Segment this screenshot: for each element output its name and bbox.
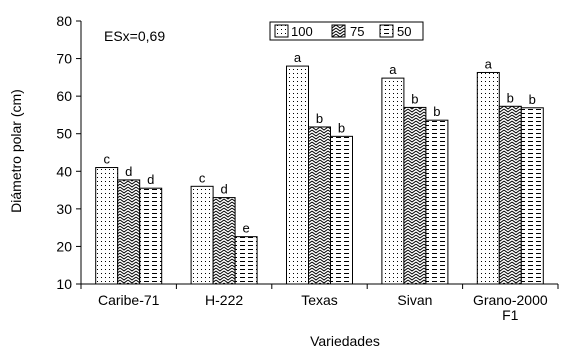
bar-letter-label: b <box>433 104 440 119</box>
bar-75 <box>498 105 522 285</box>
bar-50 <box>234 236 258 285</box>
y-tick-label: 20 <box>56 238 72 254</box>
bar-50 <box>520 107 544 285</box>
x-tick-label: Grano-2000 <box>473 292 548 308</box>
x-tick-label: Texas <box>301 292 338 308</box>
x-tick-label: F1 <box>502 307 519 323</box>
bar-100 <box>95 167 119 285</box>
bar-75 <box>117 179 141 285</box>
x-tick-label: Sivan <box>397 292 432 308</box>
bar-100 <box>476 71 500 285</box>
bar-50 <box>139 187 163 285</box>
bar-75 <box>308 126 331 285</box>
bars-group <box>95 65 544 285</box>
legend-label-75: 75 <box>350 24 364 39</box>
x-tick-label: H-222 <box>205 292 243 308</box>
bar-75 <box>212 197 236 285</box>
bar-75 <box>403 106 427 285</box>
bar-50 <box>330 135 353 285</box>
bar-letter-label: a <box>389 62 397 77</box>
y-tick-label: 80 <box>56 13 72 29</box>
bar-letter-label: b <box>411 91 418 106</box>
bar-letter-label: b <box>338 120 345 135</box>
x-tick-label: Caribe-71 <box>98 292 160 308</box>
annotation-esx: ESx=0,69 <box>104 28 165 44</box>
bar-100 <box>286 65 309 285</box>
y-tick-label: 40 <box>56 163 72 179</box>
bar-letter-label: d <box>220 182 227 197</box>
bar-letter-label: c <box>103 152 110 167</box>
legend-swatch-100 <box>274 24 289 38</box>
y-tick-label: 30 <box>56 201 72 217</box>
legend-label-50: 50 <box>397 24 411 39</box>
y-tick-label: 70 <box>56 51 72 67</box>
bar-letter-label: a <box>294 50 302 65</box>
bar-letter-label: b <box>316 111 323 126</box>
y-axis-ticks: 10 20 30 40 50 60 70 80 <box>56 13 81 292</box>
y-tick-label: 10 <box>56 276 72 292</box>
legend-swatch-75 <box>331 24 346 38</box>
bar-100 <box>381 77 405 285</box>
bar-letter-label: e <box>242 221 249 236</box>
bar-letter-label: b <box>529 92 536 107</box>
y-tick-label: 50 <box>56 126 72 142</box>
x-axis-label: Variedades <box>310 333 380 349</box>
bar-100 <box>190 185 214 285</box>
axes <box>80 21 558 285</box>
bar-letter-label: c <box>199 170 206 185</box>
y-tick-label: 60 <box>56 88 72 104</box>
legend-swatch-50 <box>379 24 394 38</box>
y-axis-label: Diámetro polar (cm) <box>8 89 24 213</box>
bar-letter-label: d <box>125 164 132 179</box>
bar-50 <box>425 119 449 285</box>
legend: 100 75 50 <box>269 21 424 41</box>
bar-letter-label: a <box>485 56 493 71</box>
legend-label-100: 100 <box>291 24 313 39</box>
bar-letter-label: d <box>147 172 154 187</box>
bar-letter-label: b <box>507 90 514 105</box>
